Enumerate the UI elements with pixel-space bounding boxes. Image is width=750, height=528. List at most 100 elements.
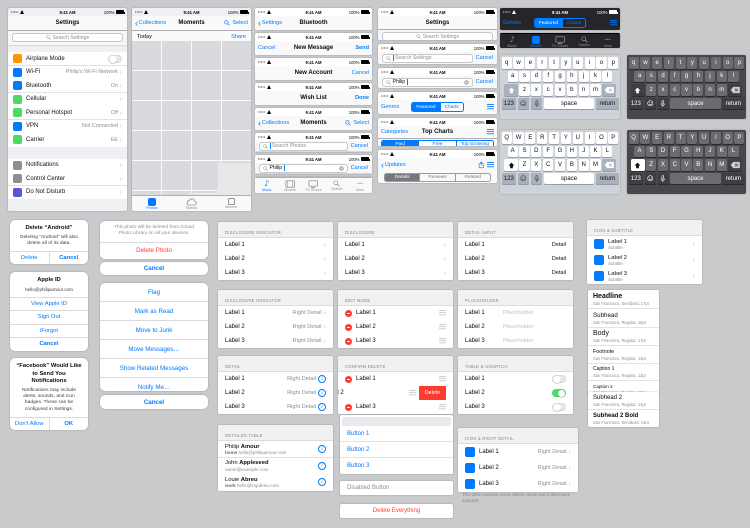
search-input[interactable]: Philip [382, 77, 473, 87]
key-c[interactable]: c [543, 84, 554, 96]
categories-button[interactable]: Categories [381, 129, 409, 135]
key-s[interactable]: S [519, 145, 530, 158]
key-w[interactable]: W [513, 132, 524, 144]
key-r[interactable]: r [663, 57, 674, 69]
key-d[interactable]: D [531, 145, 542, 158]
tab-movies[interactable]: Movies [280, 179, 300, 192]
key-v[interactable]: V [554, 159, 566, 171]
button-button-2[interactable]: Button 2 [340, 441, 453, 458]
tab-albums[interactable]: Albums [221, 197, 241, 209]
settings-row-control-center[interactable]: Control Center › [8, 172, 127, 186]
genres-button[interactable]: Genres [381, 104, 400, 110]
tab-music[interactable]: ♪ Music [507, 34, 517, 48]
table-row[interactable]: Label 2 Right Detail › [458, 460, 578, 476]
key-x[interactable]: x [531, 84, 542, 96]
key-x[interactable]: X [531, 159, 542, 171]
segment-paid[interactable]: Paid [382, 141, 419, 146]
key-s[interactable]: S [646, 145, 657, 158]
key-k[interactable]: k [590, 70, 601, 83]
photo-thumb[interactable] [192, 71, 222, 101]
segment-featured[interactable]: Featured [412, 103, 440, 111]
list-icon[interactable] [487, 129, 494, 135]
key-h[interactable]: h [566, 70, 577, 83]
sheet-cancel-button[interactable]: Cancel [143, 398, 165, 406]
backspace-key[interactable] [602, 84, 616, 96]
key-h[interactable]: h [693, 70, 704, 83]
reorder-handle-icon[interactable] [439, 404, 446, 410]
info-icon[interactable]: i [318, 375, 326, 383]
nav-back-button[interactable]: Cancel [258, 45, 276, 51]
photo-thumb[interactable] [132, 161, 162, 191]
key-a[interactable]: a [634, 70, 645, 83]
tab-tv-shows[interactable]: TV Shows [550, 35, 570, 48]
key-q[interactable]: q [628, 57, 639, 69]
key-g[interactable]: g [681, 70, 692, 83]
key-u[interactable]: u [699, 57, 710, 69]
key-j[interactable]: J [704, 145, 716, 158]
key-k[interactable]: k [716, 70, 727, 83]
photo-thumb[interactable] [162, 191, 192, 195]
key-r[interactable]: r [537, 57, 548, 69]
tab-search[interactable]: Search [327, 179, 347, 191]
return-key[interactable]: return [722, 97, 745, 110]
key-l[interactable]: l [602, 70, 613, 83]
delete-minus-icon[interactable] [345, 337, 352, 345]
nav-right-button[interactable]: Select [353, 120, 369, 126]
tab-shared[interactable]: Shared [181, 197, 201, 210]
reorder-handle-icon[interactable] [439, 310, 446, 316]
key-j[interactable]: J [578, 145, 589, 158]
key-k[interactable]: K [590, 145, 601, 158]
backspace-key[interactable] [728, 159, 742, 171]
segment-details[interactable]: Details [385, 174, 420, 182]
table-row[interactable]: Label 1 Right Detail i [218, 372, 333, 386]
segment-free[interactable]: Free [418, 141, 455, 146]
sheet-action-show-related-messages[interactable]: Show Related Messages [100, 358, 208, 377]
table-row[interactable]: Label 1 › [338, 238, 453, 252]
table-row[interactable]: Label 1 [338, 372, 453, 386]
share-button[interactable]: Share [231, 33, 246, 40]
tab-more[interactable]: ••• More [603, 36, 613, 49]
tab-movies[interactable]: Movies [526, 35, 546, 48]
mic-key[interactable] [530, 172, 542, 185]
key-l[interactable]: l [728, 70, 739, 83]
search-input[interactable]: Search Photos [259, 141, 348, 151]
table-row[interactable]: Label 1 [338, 306, 453, 320]
key-v[interactable]: v [554, 84, 566, 96]
search-input[interactable]: Search Settings [382, 53, 473, 63]
alert-button-view-apple-id[interactable]: View Apple ID [10, 296, 88, 311]
nav-right-button[interactable]: Send [355, 45, 369, 51]
numbers-key[interactable]: 123 [501, 97, 517, 110]
settings-row-personal-hotspot[interactable]: Personal Hotspot Off › [8, 106, 127, 120]
settings-row-cellular[interactable]: Cellular › [8, 92, 127, 106]
settings-row-carrier[interactable]: Carrier EE › [8, 133, 127, 147]
key-m[interactable]: m [716, 84, 727, 96]
table-row[interactable]: Label 1 Right Detail › [218, 306, 333, 320]
photo-thumb[interactable] [162, 41, 192, 71]
contact-row[interactable]: Louie Abreu work hello@lmjabreu.com i [218, 474, 333, 491]
contact-row[interactable]: Philip Amour home hello@philipamour.com i [218, 441, 333, 458]
key-q[interactable]: Q [501, 132, 512, 144]
space-key[interactable]: space [543, 172, 595, 185]
nav-right-button[interactable]: Done [355, 95, 369, 101]
mic-key[interactable] [657, 172, 669, 185]
key-u[interactable]: u [572, 57, 583, 69]
return-key[interactable]: return [596, 97, 619, 110]
shift-key[interactable] [631, 84, 645, 96]
key-c[interactable]: C [669, 159, 680, 171]
key-a[interactable]: a [507, 70, 518, 83]
delete-minus-icon[interactable] [345, 403, 352, 411]
emoji-key[interactable] [644, 172, 656, 185]
photo-thumb[interactable] [192, 41, 222, 71]
search-icon[interactable] [224, 20, 230, 26]
photo-thumb[interactable] [132, 71, 162, 101]
key-y[interactable]: y [560, 57, 571, 69]
sheet-action-move-messages-[interactable]: Move Messages… [100, 339, 208, 358]
photo-thumb[interactable] [132, 101, 162, 131]
settings-row-wifi[interactable]: Wi-Fi Philip's Wi-Fi Network › [8, 65, 127, 79]
delete-minus-icon[interactable] [345, 323, 352, 331]
key-w[interactable]: w [640, 57, 651, 69]
key-r[interactable]: R [663, 132, 674, 144]
updates-back-button[interactable]: ‹ Updates [381, 159, 406, 170]
toggle-switch[interactable] [552, 388, 566, 398]
key-z[interactable]: Z [646, 159, 657, 171]
